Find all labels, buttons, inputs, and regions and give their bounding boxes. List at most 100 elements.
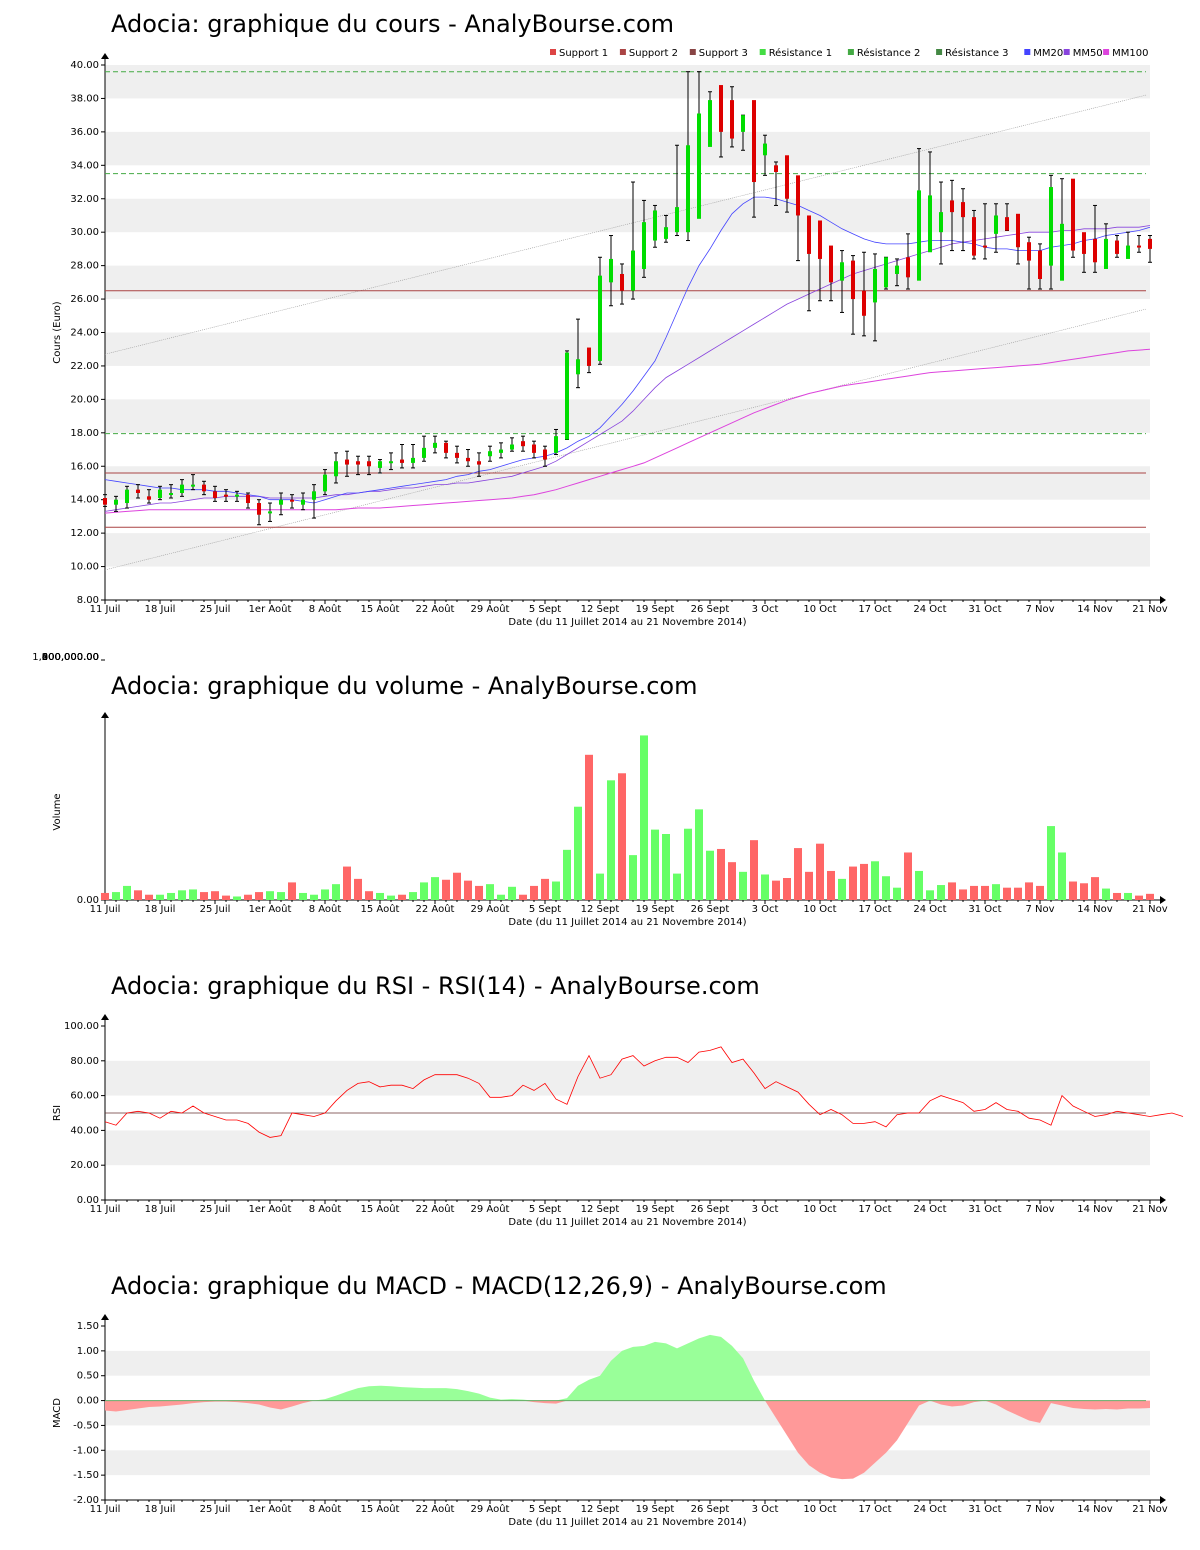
y-tick-label: 16.00 <box>70 461 99 472</box>
candle-up <box>1049 187 1053 266</box>
volume-bar-up <box>112 892 120 900</box>
volume-bar-up <box>376 892 384 900</box>
volume-bar-down <box>794 848 802 900</box>
candle-up <box>301 499 305 505</box>
volume-bar-up <box>563 849 571 900</box>
y-tick-label: 40.00 <box>70 60 99 71</box>
volume-bar-down <box>970 885 978 900</box>
legend-label: Résistance 1 <box>769 47 832 59</box>
x-tick-label: 14 Nov <box>1077 1204 1113 1215</box>
volume-bar-down <box>1080 883 1088 900</box>
y-axis-arrow <box>101 1014 109 1020</box>
volume-bar-up <box>662 834 670 900</box>
volume-bar-up <box>596 873 604 900</box>
x-tick-label: 25 Juil <box>200 1504 231 1515</box>
volume-bar-down <box>981 885 989 900</box>
x-tick-label: 18 Juil <box>145 1204 176 1215</box>
candle-up <box>488 451 492 457</box>
y-tick-label: 0.00 <box>77 895 99 906</box>
x-tick-label: 15 Août <box>361 603 400 615</box>
y-tick-label: 30.00 <box>70 227 99 238</box>
candle-up <box>554 436 558 453</box>
legend-swatch <box>759 49 766 55</box>
volume-bar-down <box>255 892 263 900</box>
volume-bar-down <box>354 878 362 900</box>
x-tick-label: 17 Oct <box>858 1504 891 1515</box>
volume-bar-up <box>409 892 417 900</box>
candle-up <box>422 447 426 458</box>
candle-up <box>268 511 272 514</box>
x-tick-label: 22 Août <box>416 1203 455 1215</box>
candle-down <box>103 498 107 505</box>
candle-up <box>510 444 514 450</box>
legend-label: MM100 <box>1112 48 1148 59</box>
macd-positive-area <box>105 1334 1150 1401</box>
y-tick-label: 38.00 <box>70 93 99 104</box>
y-tick-label: 60.00 <box>70 1091 99 1102</box>
x-axis-arrow <box>1160 896 1166 904</box>
y-tick-label: 80.00 <box>70 1056 99 1067</box>
x-tick-label: 25 Juil <box>200 1204 231 1215</box>
y-tick-label: 10.00 <box>70 562 99 573</box>
candle-down <box>1082 232 1086 254</box>
candle-down <box>972 217 976 256</box>
x-tick-label: 31 Oct <box>968 604 1001 615</box>
x-tick-label: 31 Oct <box>968 904 1001 915</box>
candle-down <box>752 100 756 183</box>
candle-down <box>543 449 547 460</box>
rsi-chart: 0.00 20.00 40.00 60.00 80.00 100.00 11 Juil 18 … <box>52 1014 1184 1228</box>
candle-down <box>906 257 910 278</box>
candle-down <box>719 85 723 132</box>
volume-bar-up <box>156 894 164 900</box>
volume-bar-down <box>783 878 791 900</box>
candle-up <box>158 489 162 499</box>
volume-bar-down <box>849 866 857 900</box>
y-tick-label: 0.00 <box>77 1396 99 1407</box>
volume-bar-down <box>816 843 824 900</box>
x-tick-label: 18 Juil <box>145 604 176 615</box>
volume-bar-down <box>827 870 835 900</box>
x-tick-label: 7 Nov <box>1025 604 1054 615</box>
x-tick-label: 17 Oct <box>858 904 891 915</box>
x-tick-label: 29 Août <box>471 1203 510 1215</box>
volume-bar-down <box>398 894 406 900</box>
volume-bar-down <box>1036 885 1044 900</box>
x-tick-label: 17 Oct <box>858 1204 891 1215</box>
candle-down <box>367 461 371 467</box>
price-chart: 8.00 10.00 12.00 14.00 16.00 18.00 20.00 22.00 2… <box>52 47 1168 628</box>
x-tick-label: 8 Août <box>309 603 342 615</box>
x-tick-label: 24 Oct <box>913 1504 946 1515</box>
x-tick-label: 8 Août <box>309 903 342 915</box>
candle-down <box>1038 250 1042 279</box>
y-tick-label: 28.00 <box>70 261 99 272</box>
volume-panel: Adocia: graphique du volume - AnalyBours… <box>0 652 1200 940</box>
candle-down <box>356 461 360 465</box>
legend-label: Résistance 3 <box>945 47 1008 59</box>
x-tick-label: 11 Juil <box>90 1504 121 1515</box>
volume-bar-down <box>860 863 868 900</box>
y-tick-label: 8.00 <box>77 595 99 606</box>
x-tick-label: 7 Nov <box>1025 904 1054 915</box>
candle-up <box>763 143 767 156</box>
x-tick-label: 26 Sept <box>691 604 730 615</box>
volume-bar-down <box>442 879 450 900</box>
macd-chart-title: Adocia: graphique du MACD - MACD(12,26,9… <box>111 1272 887 1300</box>
x-tick-label: 22 Août <box>416 903 455 915</box>
legend-label: Support 3 <box>699 48 748 59</box>
candle-down <box>1148 238 1152 249</box>
candle-up <box>1126 245 1130 259</box>
candle-down <box>1137 245 1141 248</box>
candle-up <box>334 461 338 477</box>
candle-up <box>873 268 877 303</box>
candle-down <box>796 175 800 216</box>
candle-down <box>147 496 151 500</box>
x-tick-label: 29 Août <box>471 603 510 615</box>
x-tick-label: 5 Sept <box>529 904 561 915</box>
volume-bar-down <box>541 878 549 900</box>
volume-bar-up <box>1058 852 1066 900</box>
candle-up <box>125 489 129 504</box>
x-tick-label: 10 Oct <box>803 1204 836 1215</box>
x-tick-label: 10 Oct <box>803 1504 836 1515</box>
volume-bar-down <box>1069 881 1077 900</box>
trend-channel-upper <box>104 94 1147 355</box>
